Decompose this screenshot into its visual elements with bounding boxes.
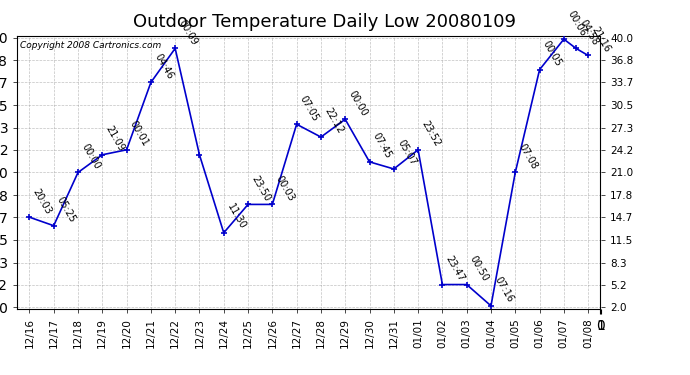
Text: 07:08: 07:08 xyxy=(517,142,540,171)
Text: 07:05: 07:05 xyxy=(298,94,321,123)
Text: 23:52: 23:52 xyxy=(420,119,442,148)
Text: 07:16: 07:16 xyxy=(493,275,515,304)
Text: 00:50: 00:50 xyxy=(468,254,491,283)
Text: 21:16: 21:16 xyxy=(589,25,612,54)
Text: 23:47: 23:47 xyxy=(444,254,466,283)
Text: 00:00: 00:00 xyxy=(346,89,369,118)
Text: 05:07: 05:07 xyxy=(395,138,418,168)
Text: 00:00: 00:00 xyxy=(79,142,102,171)
Text: 11:30: 11:30 xyxy=(225,202,248,231)
Text: 20:03: 20:03 xyxy=(31,187,53,216)
Text: 21:09: 21:09 xyxy=(104,124,126,153)
Text: 23:50: 23:50 xyxy=(249,174,272,203)
Text: 00:03: 00:03 xyxy=(274,174,296,203)
Text: 00:01: 00:01 xyxy=(128,119,150,148)
Text: Copyright 2008 Cartronics.com: Copyright 2008 Cartronics.com xyxy=(20,41,161,50)
Text: 07:45: 07:45 xyxy=(371,131,393,160)
Text: 04:46: 04:46 xyxy=(152,52,175,81)
Text: 05:25: 05:25 xyxy=(55,195,78,224)
Text: 22:12: 22:12 xyxy=(322,106,345,136)
Text: 00:05: 00:05 xyxy=(541,39,564,68)
Text: 00:06: 00:06 xyxy=(565,9,588,38)
Text: 04:58: 04:58 xyxy=(578,18,600,47)
Text: Outdoor Temperature Daily Low 20080109: Outdoor Temperature Daily Low 20080109 xyxy=(132,13,516,31)
Text: 00:09: 00:09 xyxy=(177,18,199,47)
